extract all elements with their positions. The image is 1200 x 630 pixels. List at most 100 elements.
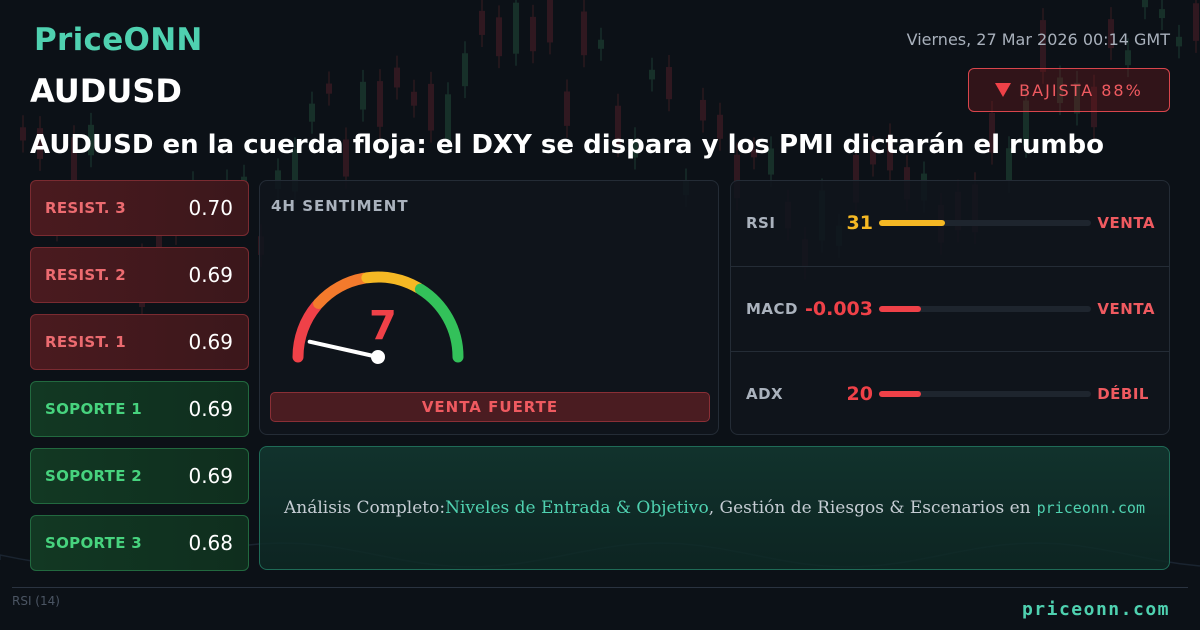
- indicator-value: 20: [846, 382, 873, 405]
- bg-candle-body: [887, 135, 893, 171]
- bg-candle-body: [581, 11, 587, 56]
- bg-candle-body: [411, 91, 417, 106]
- bias-label: BAJISTA 88%: [1019, 80, 1143, 100]
- gauge-segment-2: [361, 271, 424, 294]
- indicator-value: 31: [846, 212, 873, 234]
- bg-candle-body: [751, 149, 757, 158]
- level-label: RESIST. 2: [45, 266, 126, 284]
- indicator-name: ADX: [746, 384, 784, 403]
- bias-badge: BAJISTA 88%: [968, 68, 1170, 112]
- cta-rest: , Gestión de Riesgos & Escenarios en: [708, 498, 1031, 518]
- indicator-name: RSI: [746, 214, 776, 232]
- gauge-hub: [371, 350, 385, 364]
- headline: AUDUSD en la cuerda floja: el DXY se dis…: [30, 130, 1104, 160]
- bg-candle-body: [989, 112, 995, 153]
- level-support-2: SOPORTE 2 0.69: [30, 448, 249, 504]
- sentiment-score: 7: [369, 303, 397, 349]
- sentiment-verdict: VENTA FUERTE: [270, 392, 710, 422]
- bg-candle-body: [1125, 50, 1131, 66]
- background-rsi-tag: RSI (14): [12, 594, 60, 608]
- bg-candle-body: [632, 139, 638, 158]
- bg-candle-body: [275, 170, 281, 189]
- level-label: SOPORTE 3: [45, 534, 143, 552]
- datetime: Viernes, 27 Mar 2026 00:14 GMT: [906, 30, 1170, 49]
- bg-candle-body: [1006, 148, 1012, 181]
- bg-candle-body: [360, 81, 366, 110]
- level-label: SOPORTE 2: [45, 467, 143, 485]
- bg-candle-body: [1074, 82, 1080, 114]
- indicator-track: [879, 220, 1091, 226]
- indicator-signal: VENTA: [1097, 299, 1155, 318]
- indicator-fill: [879, 305, 922, 312]
- bg-candle-body: [343, 139, 349, 177]
- bg-candle-body: [1091, 86, 1097, 128]
- indicator-adx: ADX 20 DÉBIL: [731, 351, 1169, 435]
- indicator-signal: DÉBIL: [1097, 384, 1149, 403]
- bg-candle-body: [1108, 19, 1114, 49]
- bg-candle-body: [1040, 20, 1046, 72]
- bg-candle-body: [564, 91, 570, 126]
- full-analysis-banner[interactable]: Análisis Completo: Niveles de Entrada & …: [259, 446, 1170, 570]
- sentiment-gauge: [292, 271, 464, 364]
- indicator-track: [879, 305, 1091, 312]
- level-resistance-1: RESIST. 1 0.69: [30, 314, 249, 370]
- sentiment-panel: 4H SENTIMENT 7 VENTA FUERTE: [259, 180, 719, 435]
- symbol-title: AUDUSD: [30, 72, 182, 110]
- level-label: RESIST. 3: [45, 199, 126, 217]
- level-value: 0.69: [188, 464, 233, 488]
- bg-candle-body: [1176, 36, 1182, 47]
- bg-candle-body: [1193, 3, 1199, 41]
- gauge-needle: [307, 339, 380, 359]
- bg-candle-body: [547, 0, 553, 43]
- bg-candle-body: [1159, 9, 1165, 19]
- level-value: 0.68: [188, 531, 233, 555]
- bg-candle-body: [309, 103, 315, 122]
- level-resistance-3: RESIST. 3 0.70: [30, 180, 249, 236]
- level-value: 0.69: [188, 397, 233, 421]
- bg-candle-body: [445, 94, 451, 142]
- level-support-1: SOPORTE 1 0.69: [30, 381, 249, 437]
- level-label: SOPORTE 1: [45, 400, 143, 418]
- indicator-signal: VENTA: [1097, 214, 1155, 232]
- indicators-panel: RSI 31 VENTA MACD -0.003 VENTA ADX 20 DÉ…: [730, 180, 1170, 435]
- bg-candle-body: [88, 124, 94, 156]
- bg-candle-body: [768, 148, 774, 175]
- bg-candle-body: [700, 99, 706, 121]
- indicator-name: MACD: [746, 299, 798, 318]
- bg-candle-body: [462, 53, 468, 87]
- bg-candle-body: [326, 83, 332, 94]
- bg-candle-body: [870, 148, 876, 165]
- priceonn-logo: PriceONN: [34, 22, 203, 58]
- sentiment-title: 4H SENTIMENT: [271, 197, 409, 215]
- footer-site-link[interactable]: priceonn.com: [1021, 599, 1170, 620]
- bg-candle-body: [1023, 100, 1029, 146]
- bg-candle-body: [1142, 0, 1148, 8]
- bg-candle-body: [649, 69, 655, 80]
- bg-candle-body: [428, 83, 434, 131]
- level-value: 0.70: [188, 196, 233, 220]
- bg-candle-body: [71, 137, 77, 181]
- bg-candle-body: [734, 154, 740, 199]
- bg-candle-body: [598, 39, 604, 49]
- indicator-rsi: RSI 31 VENTA: [731, 181, 1169, 265]
- indicator-value: -0.003: [805, 297, 873, 320]
- level-value: 0.69: [188, 263, 233, 287]
- triangle-down-icon: [995, 83, 1012, 97]
- indicator-track: [879, 390, 1091, 397]
- indicator-fill: [879, 390, 922, 397]
- bg-candle-body: [496, 17, 502, 57]
- bg-candle-body: [292, 149, 298, 192]
- bg-candle-body: [853, 154, 859, 203]
- bg-candle-body: [377, 81, 383, 127]
- cta-site-link[interactable]: priceonn.com: [1036, 499, 1145, 517]
- cta-highlight: Niveles de Entrada & Objetivo: [445, 498, 709, 518]
- gauge-segment-1: [313, 272, 370, 309]
- bg-candle-body: [20, 127, 26, 141]
- bg-candle-body: [530, 16, 536, 52]
- cta-lead: Análisis Completo:: [284, 498, 446, 518]
- bg-candle-body: [37, 128, 43, 159]
- bg-candle-body: [717, 114, 723, 139]
- level-support-3: SOPORTE 3 0.68: [30, 515, 249, 571]
- level-label: RESIST. 1: [45, 333, 126, 351]
- bg-candle-body: [666, 67, 672, 100]
